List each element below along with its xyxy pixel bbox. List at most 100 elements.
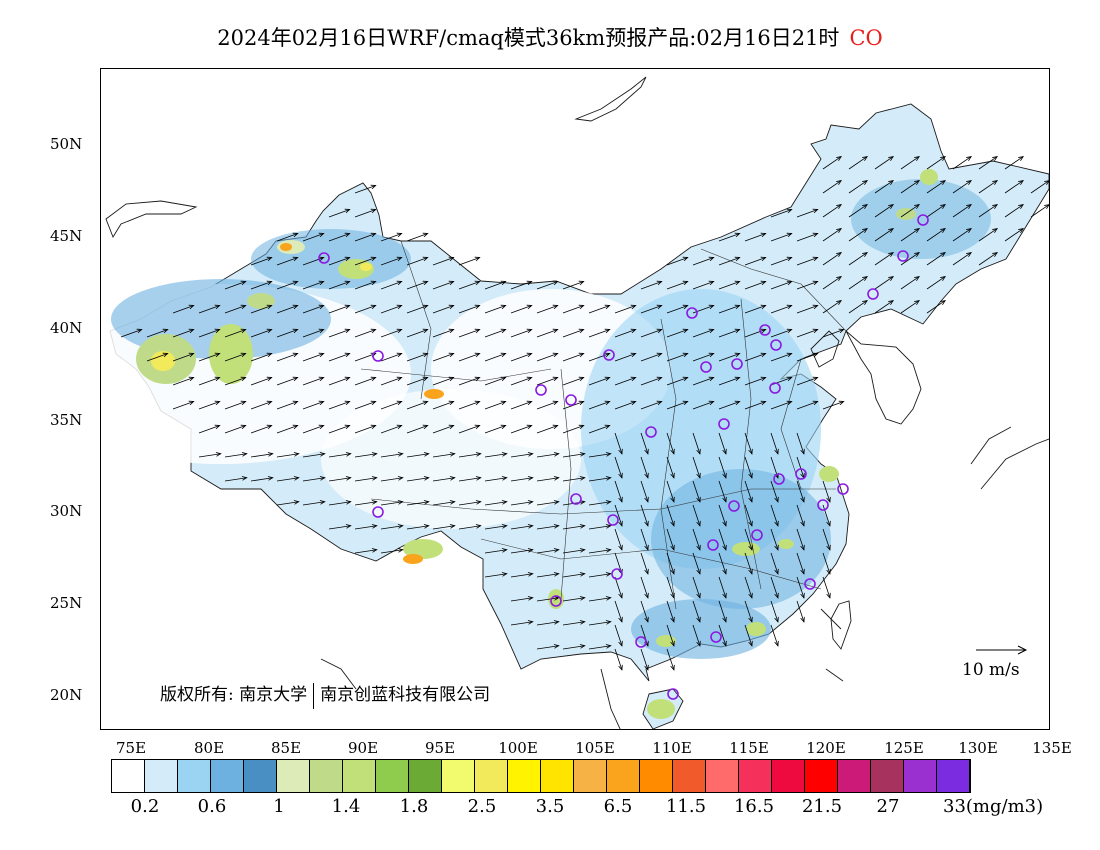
station-marker [318, 252, 330, 264]
wind-arrow-head [552, 280, 559, 286]
wind-arrow [718, 353, 740, 362]
wind-arrow-head [605, 452, 612, 457]
wind-arrow-head [527, 500, 534, 505]
wind-arrow [250, 353, 272, 362]
wind-arrow-head [888, 179, 895, 186]
wind-arrow [536, 377, 558, 386]
wind-arrow [588, 573, 611, 578]
wind-arrow [614, 624, 623, 647]
wind-arrow [744, 528, 753, 551]
wind-reference-label: 10 m/s [962, 660, 1020, 680]
wind-arrow-head [670, 520, 675, 527]
wind-arrow [640, 480, 649, 503]
wind-arrow [744, 480, 753, 503]
wind-arrow [536, 453, 559, 458]
wind-arrow [380, 257, 402, 266]
wind-arrow [796, 209, 818, 218]
station-marker [700, 361, 712, 373]
wind-arrow [536, 525, 559, 530]
wind-arrow [432, 281, 454, 290]
colorbar-swatch [937, 760, 970, 792]
wind-arrow [198, 401, 220, 410]
wind-arrow-head [527, 572, 534, 577]
wind-arrow-head [500, 352, 507, 358]
wind-arrow [562, 597, 585, 602]
wind-arrow [406, 305, 428, 314]
wind-arrow-head [696, 496, 701, 503]
wind-arrow-head [605, 524, 612, 529]
wind-arrow [302, 305, 324, 314]
wind-arrow-head [670, 472, 675, 479]
wind-arrow-head [422, 376, 429, 382]
wind-arrow-head [722, 568, 727, 575]
wind-arrow-head [604, 328, 611, 334]
wind-arrow-head [914, 203, 921, 210]
wind-arrow-head [760, 304, 767, 310]
lat-label-25n: 25N [50, 594, 83, 612]
wind-arrow-head [318, 424, 325, 430]
wind-arrow-head [344, 304, 351, 310]
wind-arrow-head [214, 328, 221, 334]
wind-arrow-head [722, 472, 727, 479]
wind-arrow-head [475, 452, 482, 457]
wind-arrow-head [774, 544, 779, 551]
wind-arrow [328, 525, 351, 530]
wind-arrow [302, 233, 324, 242]
wind-arrow-head [604, 424, 611, 430]
wind-arrow [614, 504, 623, 527]
wind-arrow-head [371, 476, 378, 481]
wind-arrow-head [888, 299, 895, 306]
wind-arrow [926, 276, 946, 290]
wind-arrow-head [800, 544, 805, 551]
colorbar-swatch [343, 760, 376, 792]
wind-arrow-head [214, 376, 221, 382]
wind-arrow [848, 300, 868, 314]
wind-arrow-head [318, 280, 325, 286]
wind-arrow-head [966, 251, 973, 258]
map-title-text: 2024年02月16日WRF/cmaq模式36km预报产品:02月16日21时 [217, 26, 840, 50]
wind-arrow [770, 329, 792, 338]
wind-arrow [458, 501, 481, 506]
wind-arrow-head [553, 476, 560, 481]
wind-arrow [978, 180, 998, 194]
wind-arrow-head [370, 280, 377, 286]
wind-arrow [614, 600, 623, 623]
wind-arrow [640, 504, 649, 527]
wind-arrow-head [940, 299, 947, 306]
wind-arrow [276, 329, 298, 338]
wind-arrow [796, 552, 805, 575]
wind-arrow-head [786, 400, 793, 406]
wind-arrow-head [474, 304, 481, 310]
wind-arrow-head [449, 500, 456, 505]
wind-arrow-head [618, 544, 623, 551]
wind-arrow [692, 432, 701, 455]
wind-arrow [796, 504, 805, 527]
wind-arrow [380, 549, 403, 554]
colorbar-swatch [541, 760, 574, 792]
wind-arrow-head [318, 304, 325, 310]
wind-arrow-head [786, 352, 793, 358]
wind-arrow-head [240, 376, 247, 382]
colorbar-swatch [871, 760, 904, 792]
colorbar-label: 1.4 [331, 796, 361, 817]
wind-arrow-head [682, 400, 689, 406]
wind-arrow-head [267, 452, 274, 457]
wind-arrow-head [618, 616, 623, 623]
wind-arrow-head [527, 452, 534, 457]
wind-arrow [744, 305, 766, 314]
other-land-outlines [105, 76, 1049, 729]
wind-arrow [640, 432, 649, 455]
wind-arrow-head [630, 376, 637, 382]
wind-arrow [874, 156, 894, 170]
colorbar-label: 27 [876, 796, 900, 817]
wind-arrow-head [292, 232, 299, 238]
wind-arrow [198, 453, 221, 458]
wind-arrow [510, 597, 533, 602]
wind-arrow-head [722, 496, 727, 503]
wind-arrow-head [422, 232, 429, 238]
wind-arrow-head [786, 328, 793, 334]
wind-arrow-head [696, 448, 701, 455]
wind-arrow-head [553, 644, 560, 649]
lon-label-80e: 80E [193, 739, 225, 757]
wind-arrow-head [604, 376, 611, 382]
